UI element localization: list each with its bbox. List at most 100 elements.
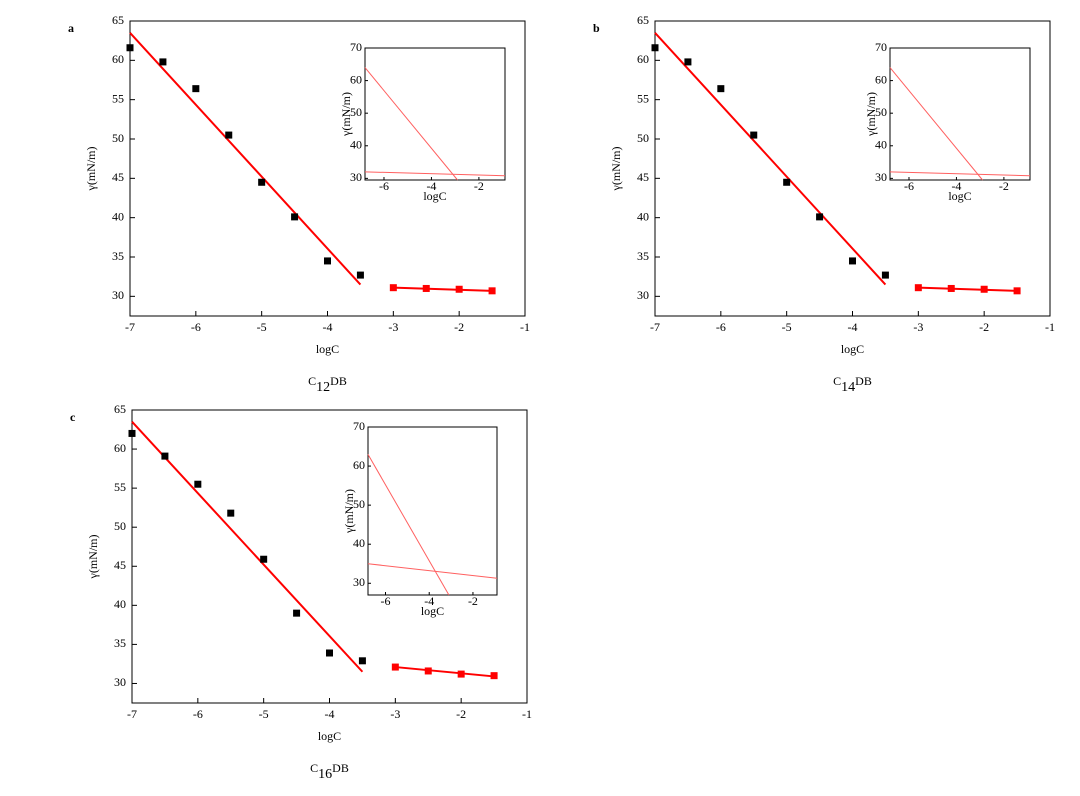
x-tick-label: -7 [650,320,660,334]
inset-y-tick-label: 50 [353,497,365,511]
data-point [258,178,266,186]
y-tick-label: 60 [114,441,126,455]
data-point [324,257,331,265]
y-tick-label: 65 [114,402,126,416]
y-tick-label: 55 [637,91,649,105]
y-tick-label: 45 [114,558,126,572]
y-tick-label: 30 [637,288,649,302]
data-point [980,285,988,293]
data-point [457,670,465,678]
inset-y-tick-label: 40 [350,138,362,152]
inset-line [889,171,1031,177]
data-point [651,44,659,52]
y-tick-label: 40 [112,209,124,223]
data-point [260,555,268,563]
inset-y-tick-label: 70 [353,419,365,433]
inset-line [889,67,983,181]
panel: 30 35 40 45 50 55 60 65 -7 -6 -5 -4 -3 -2 -1 logC γ(mN/m… [70,402,532,782]
data-point [128,429,136,437]
inset-x-tick-label: -6 [380,594,390,608]
fit-line [654,32,887,286]
data-point [192,85,200,93]
fit-line [129,32,362,286]
y-tick-label: 60 [637,52,649,66]
y-tick-label: 65 [112,13,124,27]
x-tick-label: -5 [782,320,792,334]
data-point [291,213,299,221]
caption-part: DB [330,374,347,388]
y-tick-label: 50 [637,131,649,145]
caption-part: C [833,374,841,388]
x-tick-label: -7 [125,320,135,334]
data-point [947,284,955,292]
inset-frame [364,47,506,181]
y-tick-label: 55 [114,480,126,494]
data-point [356,271,364,279]
data-point [684,58,692,66]
y-tick-label: 30 [114,675,126,689]
inset-line [367,563,498,579]
inset-y-tick-label: 30 [875,170,887,184]
y-tick-label: 45 [637,170,649,184]
data-point [422,284,430,292]
inset-x-tick-label: -4 [424,594,434,608]
x-tick-label: -2 [456,707,466,721]
y-tick-label: 60 [112,52,124,66]
caption-part: DB [855,374,872,388]
x-tick-label: -6 [191,320,201,334]
x-axis-label: logC [316,342,339,356]
x-tick-label: -5 [259,707,269,721]
inset-line [364,171,506,177]
caption: C12DB [308,374,347,395]
y-tick-label: 30 [112,288,124,302]
panel-label: b [593,21,600,35]
caption-part: DB [332,761,349,775]
y-tick-label: 35 [637,249,649,263]
fit-line [395,666,495,678]
y-tick-label: 65 [637,13,649,27]
x-tick-label: -6 [193,707,203,721]
data-point [783,178,791,186]
y-tick-label: 55 [112,91,124,105]
y-axis-label: γ(mN/m) [84,147,98,192]
inset-x-tick-label: -4 [951,179,961,193]
data-point [914,284,922,292]
data-point [488,287,496,295]
caption-part: 16 [318,767,332,782]
panel-label: c [70,410,76,424]
fit-line [393,286,493,292]
caption-part: C [310,761,318,775]
data-point [227,509,235,517]
x-tick-label: -4 [323,320,333,334]
data-point [326,649,333,657]
fit-line [918,286,1018,292]
data-point [225,131,233,139]
x-tick-label: -5 [257,320,267,334]
inset-x-tick-label: -6 [379,179,389,193]
inset-y-tick-label: 60 [350,72,362,86]
x-tick-label: -6 [716,320,726,334]
y-tick-label: 40 [114,597,126,611]
y-tick-label: 50 [114,519,126,533]
inset-y-label: γ(mN/m) [339,92,353,137]
fit-line [131,421,364,673]
caption-part: C [308,374,316,388]
y-tick-label: 50 [112,131,124,145]
x-tick-label: -7 [127,707,137,721]
inset-x-tick-label: -2 [474,179,484,193]
y-tick-label: 40 [637,209,649,223]
inset-y-tick-label: 40 [875,138,887,152]
inset-x-tick-label: -6 [904,179,914,193]
x-tick-label: -1 [520,320,530,334]
inset-y-tick-label: 60 [353,458,365,472]
inset-y-tick-label: 60 [875,72,887,86]
inset-y-tick-label: 70 [875,40,887,54]
y-tick-label: 35 [112,249,124,263]
inset-frame [889,47,1031,181]
data-point [490,672,498,680]
caption: C16DB [310,761,349,782]
inset-y-tick-label: 40 [353,536,365,550]
data-point [293,609,301,617]
inset-x-tick-label: -4 [426,179,436,193]
inset-y-tick-label: 50 [875,105,887,119]
